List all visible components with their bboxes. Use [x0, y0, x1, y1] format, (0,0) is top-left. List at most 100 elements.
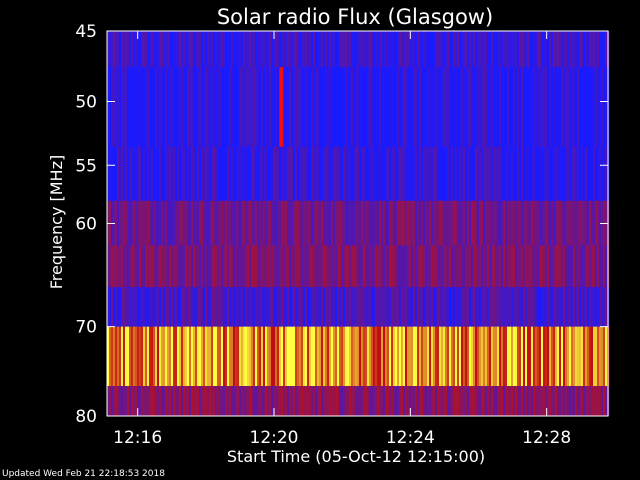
spectrogram-cell: [205, 326, 208, 387]
spectrogram-cell: [309, 245, 312, 288]
spectrogram-cell: [303, 386, 306, 416]
spectrogram-cell: [449, 287, 452, 327]
spectrogram-cell: [313, 386, 316, 416]
spectrogram-cell: [525, 326, 528, 387]
spectrogram-cell: [381, 245, 384, 288]
spectrogram-cell: [221, 67, 224, 147]
spectrogram-cell: [251, 287, 254, 327]
spectrogram-cell: [127, 287, 130, 327]
spectrogram-cell: [271, 386, 274, 416]
spectrogram-cell: [537, 200, 540, 246]
spectrogram-cell: [601, 31, 604, 68]
spectrogram-cell: [447, 200, 450, 246]
spectrogram-cell: [107, 67, 110, 147]
spectrogram-cell: [325, 386, 328, 416]
spectrogram-cell: [371, 326, 374, 387]
spectrogram-cell: [239, 326, 242, 387]
spectrogram-cell: [113, 245, 116, 288]
spectrogram-cell: [515, 326, 518, 387]
spectrogram-cell: [503, 386, 506, 416]
spectrogram-cell: [473, 386, 476, 416]
spectrogram-cell: [557, 287, 560, 327]
spectrogram-cell: [231, 326, 234, 387]
spectrogram-cell: [213, 146, 216, 201]
spectrogram-cell: [165, 245, 168, 288]
spectrogram-cell: [397, 67, 400, 147]
spectrogram-cell: [599, 31, 602, 68]
spectrogram-cell: [319, 31, 322, 68]
spectrogram-cell: [169, 326, 172, 387]
spectrogram-cell: [303, 67, 306, 147]
spectrogram-cell: [417, 200, 420, 246]
spectrogram-cell: [539, 31, 542, 68]
spectrogram-cell: [371, 146, 374, 201]
spectrogram-cell: [561, 386, 564, 416]
spectrogram-cell: [337, 326, 340, 387]
spectrogram-cell: [445, 386, 448, 416]
spectrogram-cell: [311, 386, 314, 416]
spectrogram-cell: [535, 67, 538, 147]
spectrogram-cell: [151, 386, 154, 416]
spectrogram-cell: [369, 67, 372, 147]
spectrogram-cell: [353, 200, 356, 246]
spectrogram-cell: [425, 386, 428, 416]
spectrogram-cell: [207, 146, 210, 201]
spectrogram-cell: [189, 287, 192, 327]
spectrogram-cell: [385, 326, 388, 387]
spectrogram-cell: [361, 31, 364, 68]
spectrogram-cell: [367, 200, 370, 246]
spectrogram-cell: [443, 287, 446, 327]
spectrogram-cell: [367, 326, 370, 387]
spectrogram-cell: [471, 287, 474, 327]
spectrogram-cell: [541, 200, 544, 246]
spectrogram-cell: [197, 146, 200, 201]
spectrogram-cell: [269, 326, 272, 387]
spectrogram-cell: [599, 287, 602, 327]
spectrogram-cell: [583, 326, 586, 387]
spectrogram-cell: [393, 31, 396, 68]
spectrogram-cell: [295, 200, 298, 246]
spectrogram-cell: [547, 200, 550, 246]
spectrogram-cell: [469, 245, 472, 288]
spectrogram-cell: [517, 386, 520, 416]
spectrogram-cell: [475, 287, 478, 327]
spectrogram-cell: [253, 146, 256, 201]
spectrogram-cell: [153, 200, 156, 246]
spectrogram-cell: [419, 200, 422, 246]
spectrogram-cell: [293, 287, 296, 327]
spectrogram-cell: [187, 287, 190, 327]
spectrogram-cell: [421, 31, 424, 68]
spectrogram-cell: [577, 200, 580, 246]
spectrogram-cell: [399, 31, 402, 68]
spectrogram-cell: [463, 287, 466, 327]
spectrogram-cell: [401, 31, 404, 68]
spectrogram-cell: [527, 31, 530, 68]
spectrogram-cell: [327, 31, 330, 68]
spectrogram-cell: [189, 146, 192, 201]
spectrogram-cell: [267, 326, 270, 387]
spectrogram-cell: [505, 200, 508, 246]
spectrogram-cell: [407, 31, 410, 68]
spectrogram-cell: [413, 245, 416, 288]
spectrogram-cell: [163, 386, 166, 416]
spectrogram-cell: [555, 386, 558, 416]
spectrogram-cell: [377, 31, 380, 68]
spectrogram-cell: [189, 67, 192, 147]
spectrogram-cell: [295, 287, 298, 327]
spectrogram-cell: [241, 31, 244, 68]
spectrogram-cell: [515, 245, 518, 288]
spectrogram-cell: [437, 67, 440, 147]
spectrogram-cell: [321, 386, 324, 416]
spectrogram-cell: [497, 200, 500, 246]
spectrogram-cell: [321, 326, 324, 387]
spectrogram-cell: [361, 67, 364, 147]
spectrogram-cell: [309, 67, 312, 147]
spectrogram-cell: [319, 146, 322, 201]
spectrogram-cell: [175, 287, 178, 327]
spectrogram-cell: [571, 146, 574, 201]
spectrogram-cell: [457, 287, 460, 327]
spectrogram-cell: [303, 245, 306, 288]
spectrogram-cell: [591, 67, 594, 147]
spectrogram-cell: [173, 326, 176, 387]
spectrogram-cell: [393, 146, 396, 201]
